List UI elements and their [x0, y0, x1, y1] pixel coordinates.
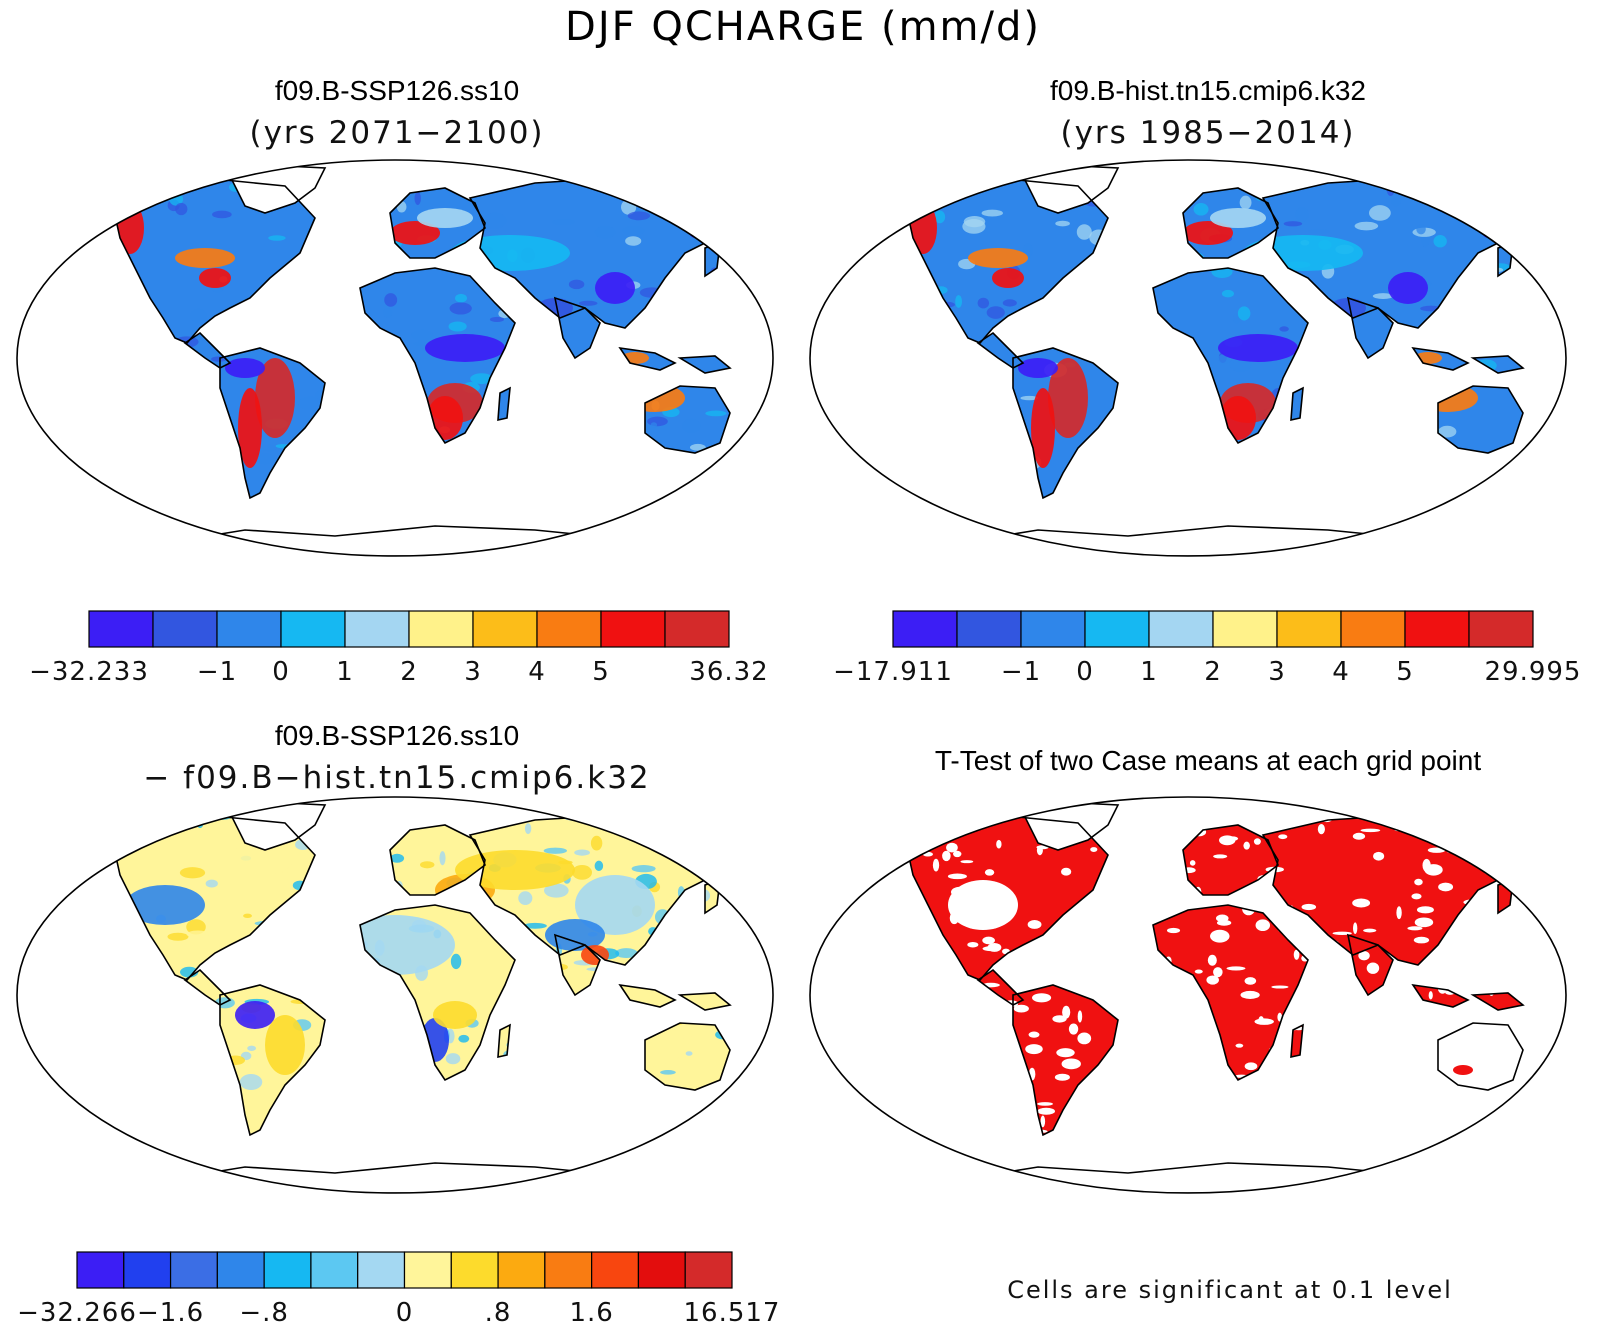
colorbar-swatch: [892, 610, 958, 648]
colorbar-swatch: [357, 1251, 406, 1289]
colorbar-tick-label: 1.6: [569, 1298, 613, 1323]
map-panel-top-right: [809, 159, 1567, 557]
colorbar-tick-label: −32.233: [29, 657, 149, 687]
colorbar-swatch: [591, 1251, 640, 1289]
colorbar-tick-label: 0: [1076, 657, 1094, 687]
colorbar-tick-label: −1: [1001, 657, 1041, 687]
colorbar-swatch: [152, 610, 218, 648]
colorbar-swatch: [536, 610, 602, 648]
colorbar-swatch: [1404, 610, 1470, 648]
figure-title: DJF QCHARGE (mm/d): [565, 4, 1041, 50]
colorbar-swatch: [1084, 610, 1150, 648]
colorbar-bottom-left: −32.266 −1.6 −.8 0 .8 1.6 16.517: [17, 1251, 781, 1323]
colorbar-swatch: [637, 1251, 686, 1289]
panel-title-top-left-line2: (yrs 2071−2100): [249, 115, 544, 151]
colorbar-tick-label: 1: [336, 657, 354, 687]
colorbar-tick-label: 2: [400, 657, 418, 687]
colorbar-swatch: [1340, 610, 1406, 648]
colorbar-top-right: −17.911 −1 0 1 2 3 4 5 29.995: [833, 610, 1582, 687]
colorbar-tick-label: −1.6: [137, 1298, 204, 1323]
colorbar-swatch: [1148, 610, 1214, 648]
colorbar-tick-label: −17.911: [833, 657, 953, 687]
panel-title-bottom-left-line2: − f09.B−hist.tn15.cmip6.k32: [143, 760, 650, 796]
colorbar-swatch: [1468, 610, 1534, 648]
colorbar-tick-label: 1: [1140, 657, 1158, 687]
colorbar-tick-label: −32.266: [17, 1298, 137, 1323]
colorbar-swatch: [216, 610, 282, 648]
colorbar-swatch: [76, 1251, 125, 1289]
colorbar-swatch: [1212, 610, 1278, 648]
colorbar-top-left: −32.233 −1 0 1 2 3 4 5 36.32: [29, 610, 768, 687]
colorbar-tick-label: 36.32: [689, 657, 768, 687]
colorbar-swatch: [544, 1251, 593, 1289]
colorbar-swatch: [123, 1251, 172, 1289]
colorbar-tick-label: 0: [272, 657, 290, 687]
colorbar-swatch: [1276, 610, 1342, 648]
colorbar-tick-label: 0: [396, 1298, 414, 1323]
colorbar-swatch: [1020, 610, 1086, 648]
colorbar-swatch: [88, 610, 154, 648]
colorbar-swatch: [216, 1251, 265, 1289]
map-panel-bottom-right: [809, 796, 1567, 1194]
colorbar-swatch: [403, 1251, 452, 1289]
colorbar-tick-label: 3: [464, 657, 482, 687]
colorbar-swatch: [263, 1251, 312, 1289]
colorbar-swatch: [684, 1251, 733, 1289]
colorbar-swatch: [169, 1251, 218, 1289]
colorbar-swatch: [600, 610, 666, 648]
panel-title-bottom-left-line1: f09.B-SSP126.ss10: [275, 720, 519, 751]
colorbar-swatch: [408, 610, 474, 648]
colorbar-swatch: [956, 610, 1022, 648]
colorbar-swatch: [280, 610, 346, 648]
panel-title-top-right-line2: (yrs 1985−2014): [1060, 115, 1355, 151]
colorbar-tick-label: 4: [1332, 657, 1350, 687]
colorbar-tick-label: 5: [592, 657, 610, 687]
colorbar-swatch: [344, 610, 410, 648]
colorbar-tick-label: 16.517: [684, 1298, 781, 1323]
panel-title-top-right-line1: f09.B-hist.tn15.cmip6.k32: [1050, 75, 1366, 106]
colorbar-swatch: [310, 1251, 359, 1289]
colorbar-tick-label: 3: [1268, 657, 1286, 687]
colorbar-tick-label: 5: [1396, 657, 1414, 687]
significance-note: Cells are significant at 0.1 level: [1007, 1276, 1453, 1304]
panel-title-top-left-line1: f09.B-SSP126.ss10: [275, 75, 519, 106]
colorbar-tick-label: −1: [197, 657, 237, 687]
colorbar-tick-label: 2: [1204, 657, 1222, 687]
colorbar-tick-label: −.8: [239, 1298, 289, 1323]
colorbar-tick-label: 29.995: [1485, 657, 1582, 687]
map-panel-top-left: [16, 159, 774, 557]
colorbar-swatch: [450, 1251, 499, 1289]
map-panel-bottom-left: [16, 796, 774, 1194]
colorbar-tick-label: 4: [528, 657, 546, 687]
colorbar-swatch: [497, 1251, 546, 1289]
colorbar-tick-label: .8: [485, 1298, 512, 1323]
panel-title-bottom-right: T-Test of two Case means at each grid po…: [935, 745, 1481, 776]
colorbar-swatch: [664, 610, 730, 648]
colorbar-swatch: [472, 610, 538, 648]
